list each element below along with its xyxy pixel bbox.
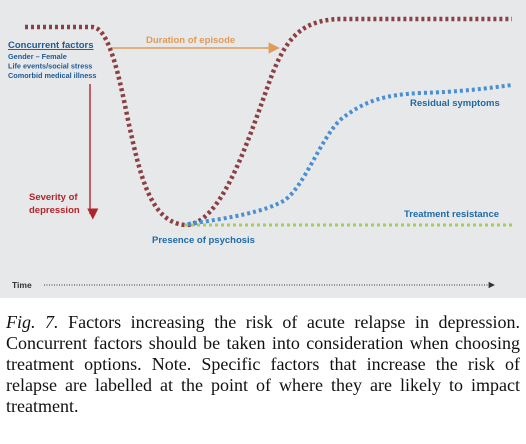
concurrent-factors-title: Concurrent factors [8,40,94,51]
severity-label-line1: Severity of [29,192,78,203]
concurrent-factor-item: Gender – Female [8,52,67,61]
diagram-background [0,0,526,298]
severity-label-line2: depression [29,205,80,216]
relapse-risk-diagram: Concurrent factors Gender – Female Life … [0,0,526,298]
caption-text: Factors increasing the risk of acute rel… [6,312,520,416]
residual-symptoms-curve [187,83,513,226]
psychosis-label: Presence of psychosis [152,235,255,246]
figure-number: Fig. 7. [6,312,59,332]
concurrent-factor-item: Comorbid medical illness [8,71,96,80]
duration-label: Duration of episode [146,35,235,46]
concurrent-factor-item: Life events/social stress [8,62,92,71]
diagram-canvas: Concurrent factors Gender – Female Life … [0,0,526,298]
treatment-resistance-label: Treatment resistance [404,209,499,220]
time-label: Time [12,280,32,290]
figure-caption: Fig. 7. Factors increasing the risk of a… [6,312,520,417]
residual-symptoms-label: Residual symptoms [410,98,500,109]
severity-curve [25,16,512,228]
